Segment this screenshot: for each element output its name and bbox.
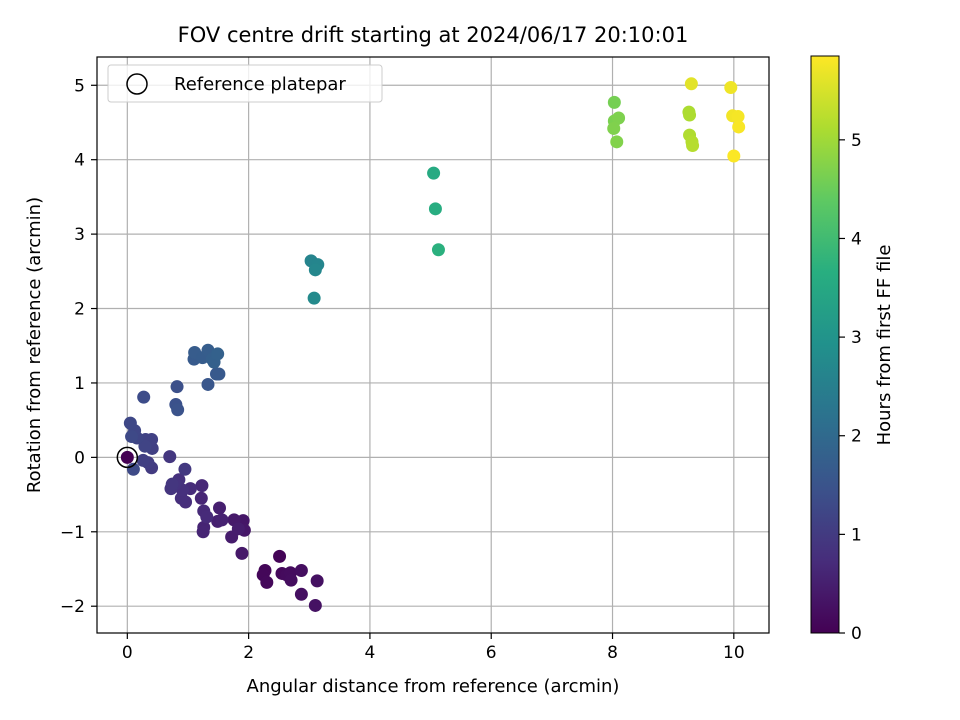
data-point <box>213 501 227 515</box>
colorbar: 0 1 2 3 4 5 Hours from first FF file <box>810 55 895 644</box>
legend: Reference platepar <box>107 64 383 103</box>
data-point <box>196 525 210 539</box>
data-point <box>427 166 441 180</box>
data-point <box>195 479 209 493</box>
data-point <box>683 108 697 122</box>
x-tick-label: 2 <box>243 643 254 663</box>
data-point <box>138 439 152 453</box>
data-point <box>307 291 321 305</box>
colorbar-gradient <box>810 55 840 634</box>
data-point <box>284 573 298 587</box>
colorbar-tick-label: 5 <box>851 131 862 151</box>
y-tick-label: 0 <box>74 448 85 468</box>
data-point <box>684 77 698 91</box>
data-point <box>201 377 215 391</box>
y-tick-label: 4 <box>74 151 85 171</box>
data-point <box>235 546 249 560</box>
grid-lines <box>97 57 769 633</box>
chart-title: FOV centre drift starting at 2024/06/17 … <box>178 23 689 47</box>
data-point <box>165 477 179 491</box>
data-point <box>123 416 137 430</box>
data-point <box>200 510 214 524</box>
data-point <box>612 111 626 125</box>
data-point <box>163 450 177 464</box>
data-point <box>273 549 287 563</box>
legend-entry-reference-platepar: Reference platepar <box>174 74 346 95</box>
data-point <box>310 574 324 588</box>
y-axis-label: Rotation from reference (arcmin) <box>24 197 45 493</box>
colorbar-tick-label: 0 <box>851 624 862 644</box>
data-point <box>731 110 745 124</box>
data-point <box>732 120 746 134</box>
data-point <box>194 491 208 505</box>
y-axis-ticks: −2 −1 0 1 2 3 4 5 <box>60 76 97 617</box>
data-point <box>231 522 245 536</box>
x-tick-label: 0 <box>122 643 133 663</box>
colorbar-tick-label: 3 <box>851 328 862 348</box>
colorbar-ticks: 0 1 2 3 4 5 <box>839 131 862 644</box>
data-point <box>686 139 700 153</box>
data-point <box>120 450 134 464</box>
legend-marker-icon <box>126 73 148 95</box>
data-point <box>125 430 139 444</box>
data-point <box>607 121 621 135</box>
data-points <box>116 77 746 612</box>
data-point <box>727 149 741 163</box>
y-tick-label: 3 <box>74 225 85 245</box>
data-point <box>610 135 624 149</box>
x-axis-ticks: 0 2 4 6 8 10 <box>122 633 745 663</box>
legend-box <box>107 64 383 103</box>
x-tick-label: 10 <box>723 643 745 663</box>
x-tick-label: 8 <box>607 643 618 663</box>
x-axis-label: Angular distance from reference (arcmin) <box>247 676 620 697</box>
data-point <box>260 575 274 589</box>
data-point <box>212 367 226 381</box>
data-point <box>215 513 229 527</box>
data-point <box>211 347 225 361</box>
colorbar-label: Hours from first FF file <box>874 245 895 446</box>
data-point <box>136 453 150 467</box>
y-tick-label: −1 <box>60 523 85 543</box>
y-tick-label: 5 <box>74 76 85 96</box>
data-point <box>178 462 192 476</box>
data-point <box>607 95 621 109</box>
data-point <box>431 243 445 257</box>
colorbar-tick-label: 1 <box>851 525 862 545</box>
colorbar-tick-label: 4 <box>851 229 862 249</box>
data-point <box>428 202 442 216</box>
colorbar-tick-label: 2 <box>851 427 862 447</box>
plot-frame <box>96 56 770 634</box>
data-point <box>126 462 140 476</box>
data-point <box>724 81 738 95</box>
data-point <box>294 563 308 577</box>
reference-platepar-marker <box>116 446 139 469</box>
data-point <box>170 380 184 394</box>
y-tick-label: 1 <box>74 374 85 394</box>
data-point <box>171 403 185 417</box>
data-point <box>137 390 151 404</box>
data-point <box>308 598 322 612</box>
x-tick-label: 4 <box>365 643 376 663</box>
data-point <box>308 263 322 277</box>
data-point <box>294 587 308 601</box>
x-tick-label: 6 <box>486 643 497 663</box>
y-tick-label: −2 <box>60 597 85 617</box>
y-tick-label: 2 <box>74 300 85 320</box>
